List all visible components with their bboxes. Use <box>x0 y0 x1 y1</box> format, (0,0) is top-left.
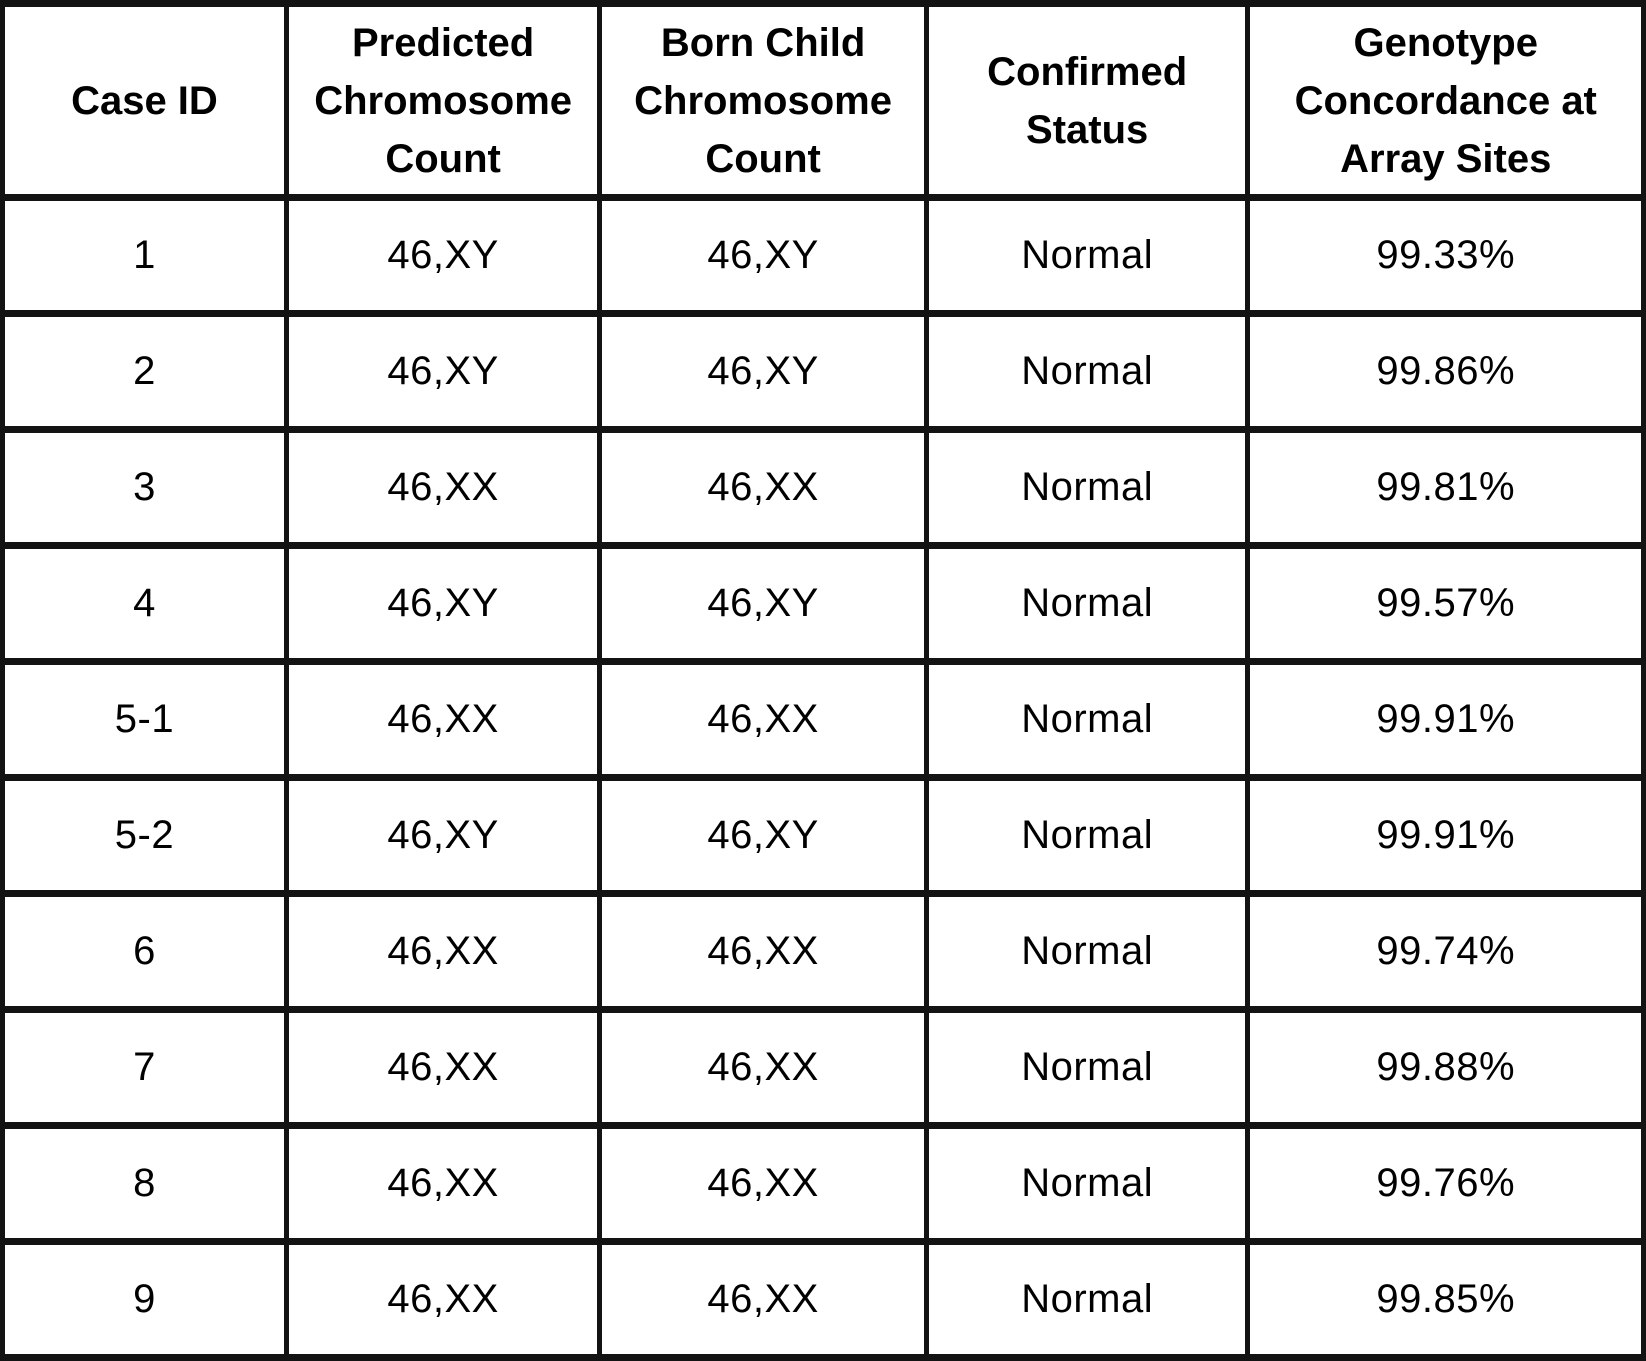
cell-confirmed-status: Normal <box>923 890 1251 1013</box>
table-row: 6 46,XX 46,XX Normal 99.74% <box>0 890 1646 1013</box>
cell-born-count: 46,XX <box>597 1006 929 1129</box>
cell-confirmed-status: Normal <box>923 774 1251 897</box>
column-header-case-id: Case ID <box>0 0 289 201</box>
cell-born-count: 46,XY <box>597 542 929 665</box>
cell-concordance: 99.74% <box>1245 890 1646 1013</box>
table-row: 4 46,XY 46,XY Normal 99.57% <box>0 542 1646 665</box>
cell-confirmed-status: Normal <box>923 1006 1251 1129</box>
cell-case-id: 6 <box>0 890 289 1013</box>
cell-case-id: 1 <box>0 194 289 317</box>
column-header-born-child-chromosome-count: Born Child Chromosome Count <box>597 0 929 201</box>
cell-predicted-count: 46,XY <box>283 194 603 317</box>
cell-confirmed-status: Normal <box>923 426 1251 549</box>
cell-predicted-count: 46,XX <box>283 426 603 549</box>
cell-case-id: 8 <box>0 1122 289 1245</box>
cell-predicted-count: 46,XX <box>283 1238 603 1361</box>
cell-predicted-count: 46,XX <box>283 658 603 781</box>
cell-confirmed-status: Normal <box>923 1122 1251 1245</box>
cell-concordance: 99.76% <box>1245 1122 1646 1245</box>
cell-confirmed-status: Normal <box>923 194 1251 317</box>
cell-born-count: 46,XY <box>597 774 929 897</box>
cell-predicted-count: 46,XX <box>283 1006 603 1129</box>
cell-concordance: 99.91% <box>1245 658 1646 781</box>
cell-case-id: 9 <box>0 1238 289 1361</box>
cell-predicted-count: 46,XY <box>283 542 603 665</box>
cell-concordance: 99.86% <box>1245 310 1646 433</box>
cell-case-id: 4 <box>0 542 289 665</box>
cell-born-count: 46,XX <box>597 426 929 549</box>
cell-confirmed-status: Normal <box>923 310 1251 433</box>
table-row: 3 46,XX 46,XX Normal 99.81% <box>0 426 1646 549</box>
cell-predicted-count: 46,XX <box>283 890 603 1013</box>
table-row: 5-2 46,XY 46,XY Normal 99.91% <box>0 774 1646 897</box>
header-row: Case ID Predicted Chromosome Count Born … <box>0 0 1646 201</box>
cell-born-count: 46,XX <box>597 890 929 1013</box>
cell-case-id: 2 <box>0 310 289 433</box>
table-row: 7 46,XX 46,XX Normal 99.88% <box>0 1006 1646 1129</box>
cell-case-id: 3 <box>0 426 289 549</box>
cell-concordance: 99.33% <box>1245 194 1646 317</box>
column-header-predicted-chromosome-count: Predicted Chromosome Count <box>283 0 603 201</box>
table-row: 8 46,XX 46,XX Normal 99.76% <box>0 1122 1646 1245</box>
cell-born-count: 46,XX <box>597 1238 929 1361</box>
cell-case-id: 5-1 <box>0 658 289 781</box>
cell-case-id: 5-2 <box>0 774 289 897</box>
cell-born-count: 46,XY <box>597 310 929 433</box>
cell-case-id: 7 <box>0 1006 289 1129</box>
cell-concordance: 99.88% <box>1245 1006 1646 1129</box>
cell-concordance: 99.91% <box>1245 774 1646 897</box>
cell-confirmed-status: Normal <box>923 658 1251 781</box>
table-row: 1 46,XY 46,XY Normal 99.33% <box>0 194 1646 317</box>
table-row: 9 46,XX 46,XX Normal 99.85% <box>0 1238 1646 1361</box>
table-row: 5-1 46,XX 46,XX Normal 99.91% <box>0 658 1646 781</box>
table-row: 2 46,XY 46,XY Normal 99.86% <box>0 310 1646 433</box>
cell-born-count: 46,XX <box>597 658 929 781</box>
cell-confirmed-status: Normal <box>923 1238 1251 1361</box>
cell-born-count: 46,XY <box>597 194 929 317</box>
cell-concordance: 99.85% <box>1245 1238 1646 1361</box>
cell-concordance: 99.57% <box>1245 542 1646 665</box>
cell-predicted-count: 46,XX <box>283 1122 603 1245</box>
cell-born-count: 46,XX <box>597 1122 929 1245</box>
cell-predicted-count: 46,XY <box>283 774 603 897</box>
cell-confirmed-status: Normal <box>923 542 1251 665</box>
cell-predicted-count: 46,XY <box>283 310 603 433</box>
column-header-confirmed-status: Confirmed Status <box>923 0 1251 201</box>
cell-concordance: 99.81% <box>1245 426 1646 549</box>
column-header-genotype-concordance: Genotype Concordance at Array Sites <box>1245 0 1646 201</box>
